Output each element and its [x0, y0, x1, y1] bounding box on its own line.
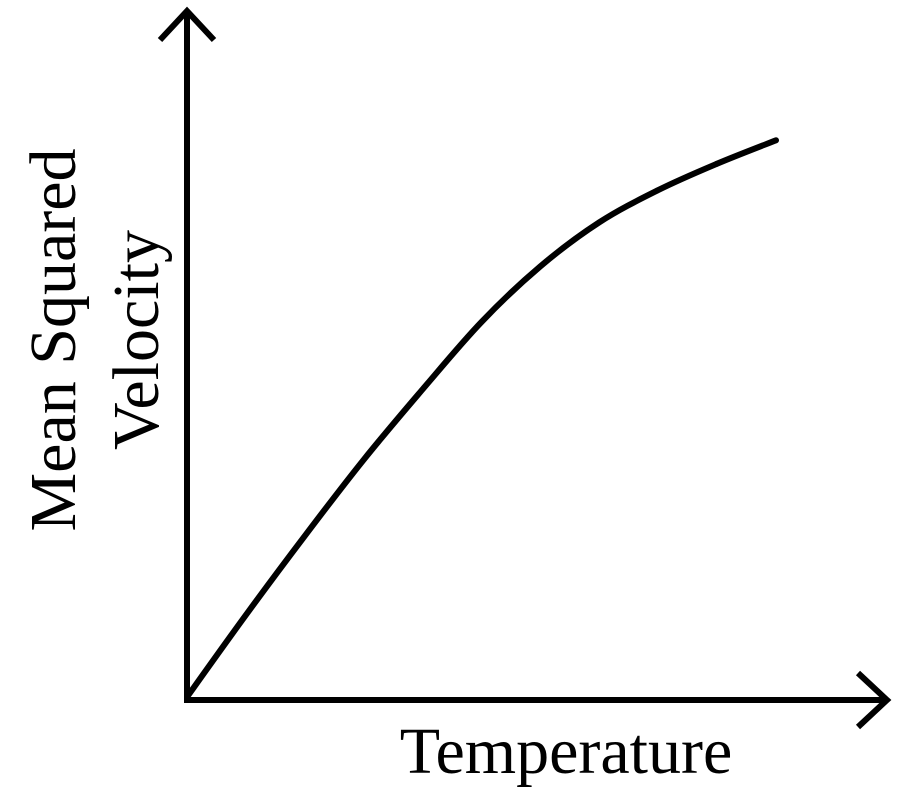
y-axis-label-line-2: Velocity: [100, 230, 173, 450]
y-axis-label: Mean Squared Velocity: [17, 148, 173, 531]
x-axis-arrow-icon: [855, 670, 892, 730]
y-axis-arrow-icon: [157, 6, 217, 43]
y-axis-label-line-1: Mean Squared: [17, 148, 90, 531]
series-line: [184, 137, 779, 700]
x-axis-label: Temperature: [400, 715, 733, 788]
